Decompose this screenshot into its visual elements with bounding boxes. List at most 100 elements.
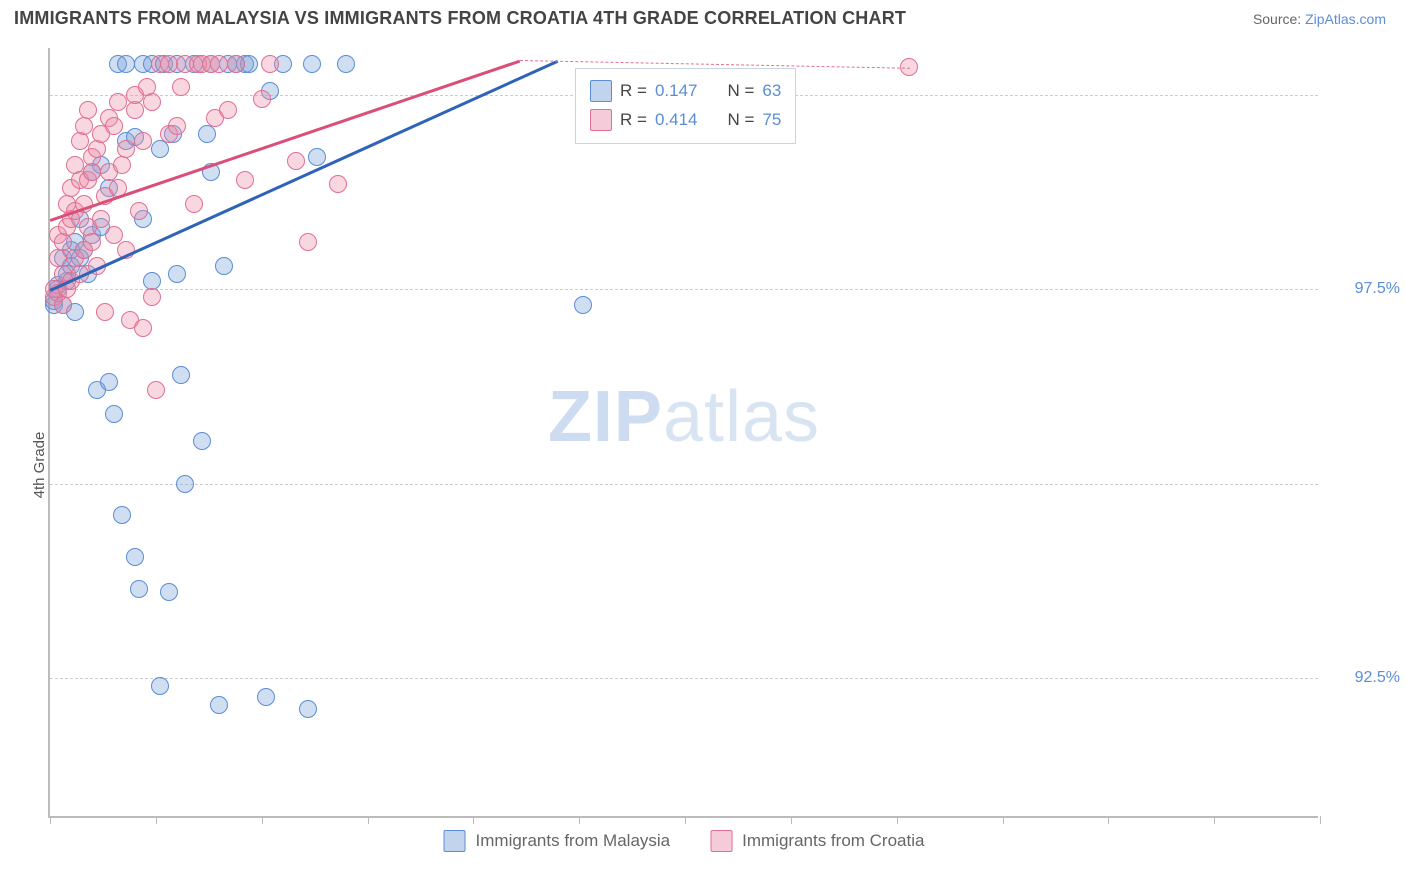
scatter-point	[227, 55, 245, 73]
n-value: 75	[762, 106, 781, 135]
n-label: N =	[727, 77, 754, 106]
x-tick	[1108, 816, 1109, 824]
scatter-point	[308, 148, 326, 166]
r-label: R =	[620, 106, 647, 135]
r-value: 0.414	[655, 106, 698, 135]
scatter-point	[100, 373, 118, 391]
x-tick	[1320, 816, 1321, 824]
source-label: Source: ZipAtlas.com	[1253, 11, 1386, 27]
scatter-point	[113, 156, 131, 174]
scatter-point	[329, 175, 347, 193]
stats-legend-row: R = 0.414 N = 75	[590, 106, 781, 135]
scatter-point	[113, 506, 131, 524]
scatter-point	[75, 117, 93, 135]
chart-container: 4th Grade ZIPatlas 92.5% 97.5% R = 0.147 N …	[0, 38, 1406, 892]
scatter-point	[54, 233, 72, 251]
legend-swatch	[590, 80, 612, 102]
scatter-point	[126, 101, 144, 119]
scatter-point	[168, 265, 186, 283]
legend-swatch	[590, 109, 612, 131]
title-bar: IMMIGRANTS FROM MALAYSIA VS IMMIGRANTS F…	[0, 0, 1406, 35]
scatter-point	[215, 257, 233, 275]
scatter-point	[126, 548, 144, 566]
x-tick	[473, 816, 474, 824]
scatter-point	[105, 226, 123, 244]
series-legend-item[interactable]: Immigrants from Malaysia	[444, 830, 671, 852]
y-tick-label: 97.5%	[1328, 280, 1400, 298]
scatter-point	[83, 233, 101, 251]
legend-swatch	[444, 830, 466, 852]
scatter-point	[130, 202, 148, 220]
scatter-point	[130, 580, 148, 598]
scatter-point	[193, 432, 211, 450]
scatter-point	[96, 303, 114, 321]
gridline-h	[50, 678, 1318, 679]
scatter-point	[71, 132, 89, 150]
n-value: 63	[762, 77, 781, 106]
x-tick	[1214, 816, 1215, 824]
scatter-point	[198, 125, 216, 143]
series-legend-item[interactable]: Immigrants from Croatia	[710, 830, 924, 852]
scatter-point	[303, 55, 321, 73]
x-tick	[262, 816, 263, 824]
scatter-point	[261, 55, 279, 73]
watermark-bold: ZIP	[548, 377, 663, 457]
x-tick	[50, 816, 51, 824]
scatter-point	[117, 55, 135, 73]
x-tick	[156, 816, 157, 824]
scatter-point	[134, 319, 152, 337]
scatter-point	[257, 688, 275, 706]
scatter-point	[236, 171, 254, 189]
scatter-point	[160, 583, 178, 601]
gridline-h	[50, 484, 1318, 485]
x-tick	[1003, 816, 1004, 824]
x-tick	[897, 816, 898, 824]
scatter-point	[160, 55, 178, 73]
scatter-point	[210, 696, 228, 714]
chart-title: IMMIGRANTS FROM MALAYSIA VS IMMIGRANTS F…	[14, 8, 906, 29]
scatter-point	[299, 233, 317, 251]
plot-area: ZIPatlas 92.5%97.5%R = 0.147N = 63R = 0.…	[48, 48, 1318, 818]
scatter-point	[287, 152, 305, 170]
stats-legend: R = 0.147 N = 63 R = 0.414 N = 75	[575, 68, 796, 144]
scatter-point	[54, 296, 72, 314]
scatter-point	[574, 296, 592, 314]
scatter-point	[88, 140, 106, 158]
scatter-point	[299, 700, 317, 718]
n-label: N =	[727, 106, 754, 135]
scatter-point	[168, 117, 186, 135]
scatter-point	[185, 195, 203, 213]
watermark: ZIPatlas	[548, 376, 820, 458]
scatter-point	[105, 405, 123, 423]
legend-label: Immigrants from Malaysia	[476, 831, 671, 851]
scatter-point	[83, 163, 101, 181]
scatter-point	[79, 101, 97, 119]
scatter-point	[109, 93, 127, 111]
scatter-point	[151, 140, 169, 158]
source-link[interactable]: ZipAtlas.com	[1305, 11, 1386, 27]
scatter-point	[172, 366, 190, 384]
r-value: 0.147	[655, 77, 698, 106]
scatter-point	[219, 101, 237, 119]
scatter-point	[92, 210, 110, 228]
y-tick-label: 92.5%	[1328, 669, 1400, 687]
scatter-point	[117, 140, 135, 158]
scatter-point	[210, 55, 228, 73]
legend-label: Immigrants from Croatia	[742, 831, 924, 851]
scatter-point	[253, 90, 271, 108]
watermark-rest: atlas	[663, 377, 820, 457]
x-tick	[368, 816, 369, 824]
scatter-point	[147, 381, 165, 399]
scatter-point	[151, 677, 169, 695]
scatter-point	[176, 475, 194, 493]
x-tick	[791, 816, 792, 824]
scatter-point	[143, 93, 161, 111]
y-axis-label: 4th Grade	[31, 432, 48, 499]
scatter-point	[105, 117, 123, 135]
scatter-point	[134, 132, 152, 150]
scatter-point	[172, 78, 190, 96]
stats-legend-row: R = 0.147 N = 63	[590, 77, 781, 106]
legend-swatch	[710, 830, 732, 852]
scatter-point	[143, 288, 161, 306]
r-label: R =	[620, 77, 647, 106]
